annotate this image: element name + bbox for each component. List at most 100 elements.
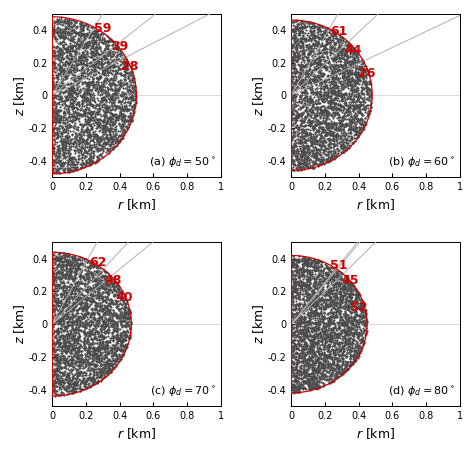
Point (122, 66, 130, 73)
Point (81, 78, 89, 85)
Point (72, 32, 79, 40)
Point (346, 348, 353, 355)
Point (102, 322, 109, 330)
Point (117, 300, 125, 307)
Point (298, 139, 305, 147)
Point (328, 147, 335, 154)
Point (330, 355, 338, 362)
Point (100, 134, 108, 142)
Point (61, 166, 68, 173)
Point (321, 137, 328, 144)
Point (291, 336, 299, 343)
Point (300, 377, 307, 385)
Point (100, 267, 108, 275)
Point (298, 272, 305, 279)
Point (82, 42, 90, 50)
Point (106, 142, 114, 149)
Point (335, 97, 343, 105)
Point (352, 127, 360, 134)
Point (73, 66, 80, 74)
Point (314, 265, 322, 272)
Point (357, 337, 365, 344)
Point (322, 268, 330, 276)
Point (301, 258, 308, 266)
Point (102, 87, 109, 95)
Point (95, 311, 102, 318)
Point (325, 264, 333, 272)
Point (68, 44, 76, 51)
Point (55, 301, 62, 308)
Point (311, 151, 319, 158)
Point (93, 352, 100, 359)
Point (64, 106, 72, 113)
Point (330, 142, 337, 149)
Point (58, 151, 66, 158)
Point (86, 130, 93, 138)
Point (113, 70, 120, 77)
Point (306, 99, 313, 106)
Point (85, 118, 93, 125)
Point (80, 79, 87, 86)
Point (72, 62, 80, 69)
Point (49, 47, 57, 55)
Point (52, 29, 60, 36)
Point (308, 96, 315, 103)
Point (291, 60, 298, 67)
Point (311, 317, 319, 324)
Point (70, 41, 78, 48)
Point (53, 135, 60, 142)
Point (318, 289, 325, 296)
Point (326, 81, 334, 88)
Point (108, 353, 115, 360)
Point (293, 21, 301, 28)
Point (80, 53, 88, 60)
Point (54, 131, 61, 138)
Point (288, 267, 295, 274)
Point (329, 313, 337, 320)
Point (314, 272, 322, 279)
Point (88, 298, 96, 305)
Point (52, 53, 60, 60)
Point (81, 53, 88, 60)
Point (336, 294, 344, 301)
Point (78, 93, 85, 101)
Point (325, 127, 333, 134)
Point (61, 294, 69, 301)
Point (65, 318, 73, 325)
Point (66, 150, 73, 157)
Point (341, 341, 349, 349)
Point (299, 363, 307, 370)
Point (324, 265, 331, 272)
Point (81, 115, 89, 122)
Point (340, 50, 348, 57)
Point (315, 26, 323, 33)
Point (314, 60, 322, 68)
Point (104, 349, 111, 356)
Point (59, 66, 66, 74)
Point (290, 150, 297, 157)
Point (308, 96, 315, 103)
Point (296, 92, 303, 99)
Point (49, 254, 57, 261)
Point (331, 272, 339, 279)
Point (52, 110, 59, 118)
Point (117, 295, 125, 302)
Point (110, 102, 118, 109)
Point (71, 348, 79, 355)
Point (93, 109, 100, 116)
Point (123, 124, 131, 131)
Point (361, 312, 368, 319)
Point (308, 52, 316, 60)
Point (100, 54, 108, 61)
Point (92, 295, 100, 302)
Point (319, 91, 326, 98)
Point (115, 306, 122, 313)
Point (119, 85, 127, 92)
Point (319, 70, 327, 77)
Point (60, 318, 67, 325)
Point (122, 64, 129, 71)
Point (305, 381, 313, 388)
Point (293, 57, 301, 64)
Point (349, 106, 356, 114)
Point (294, 285, 301, 292)
